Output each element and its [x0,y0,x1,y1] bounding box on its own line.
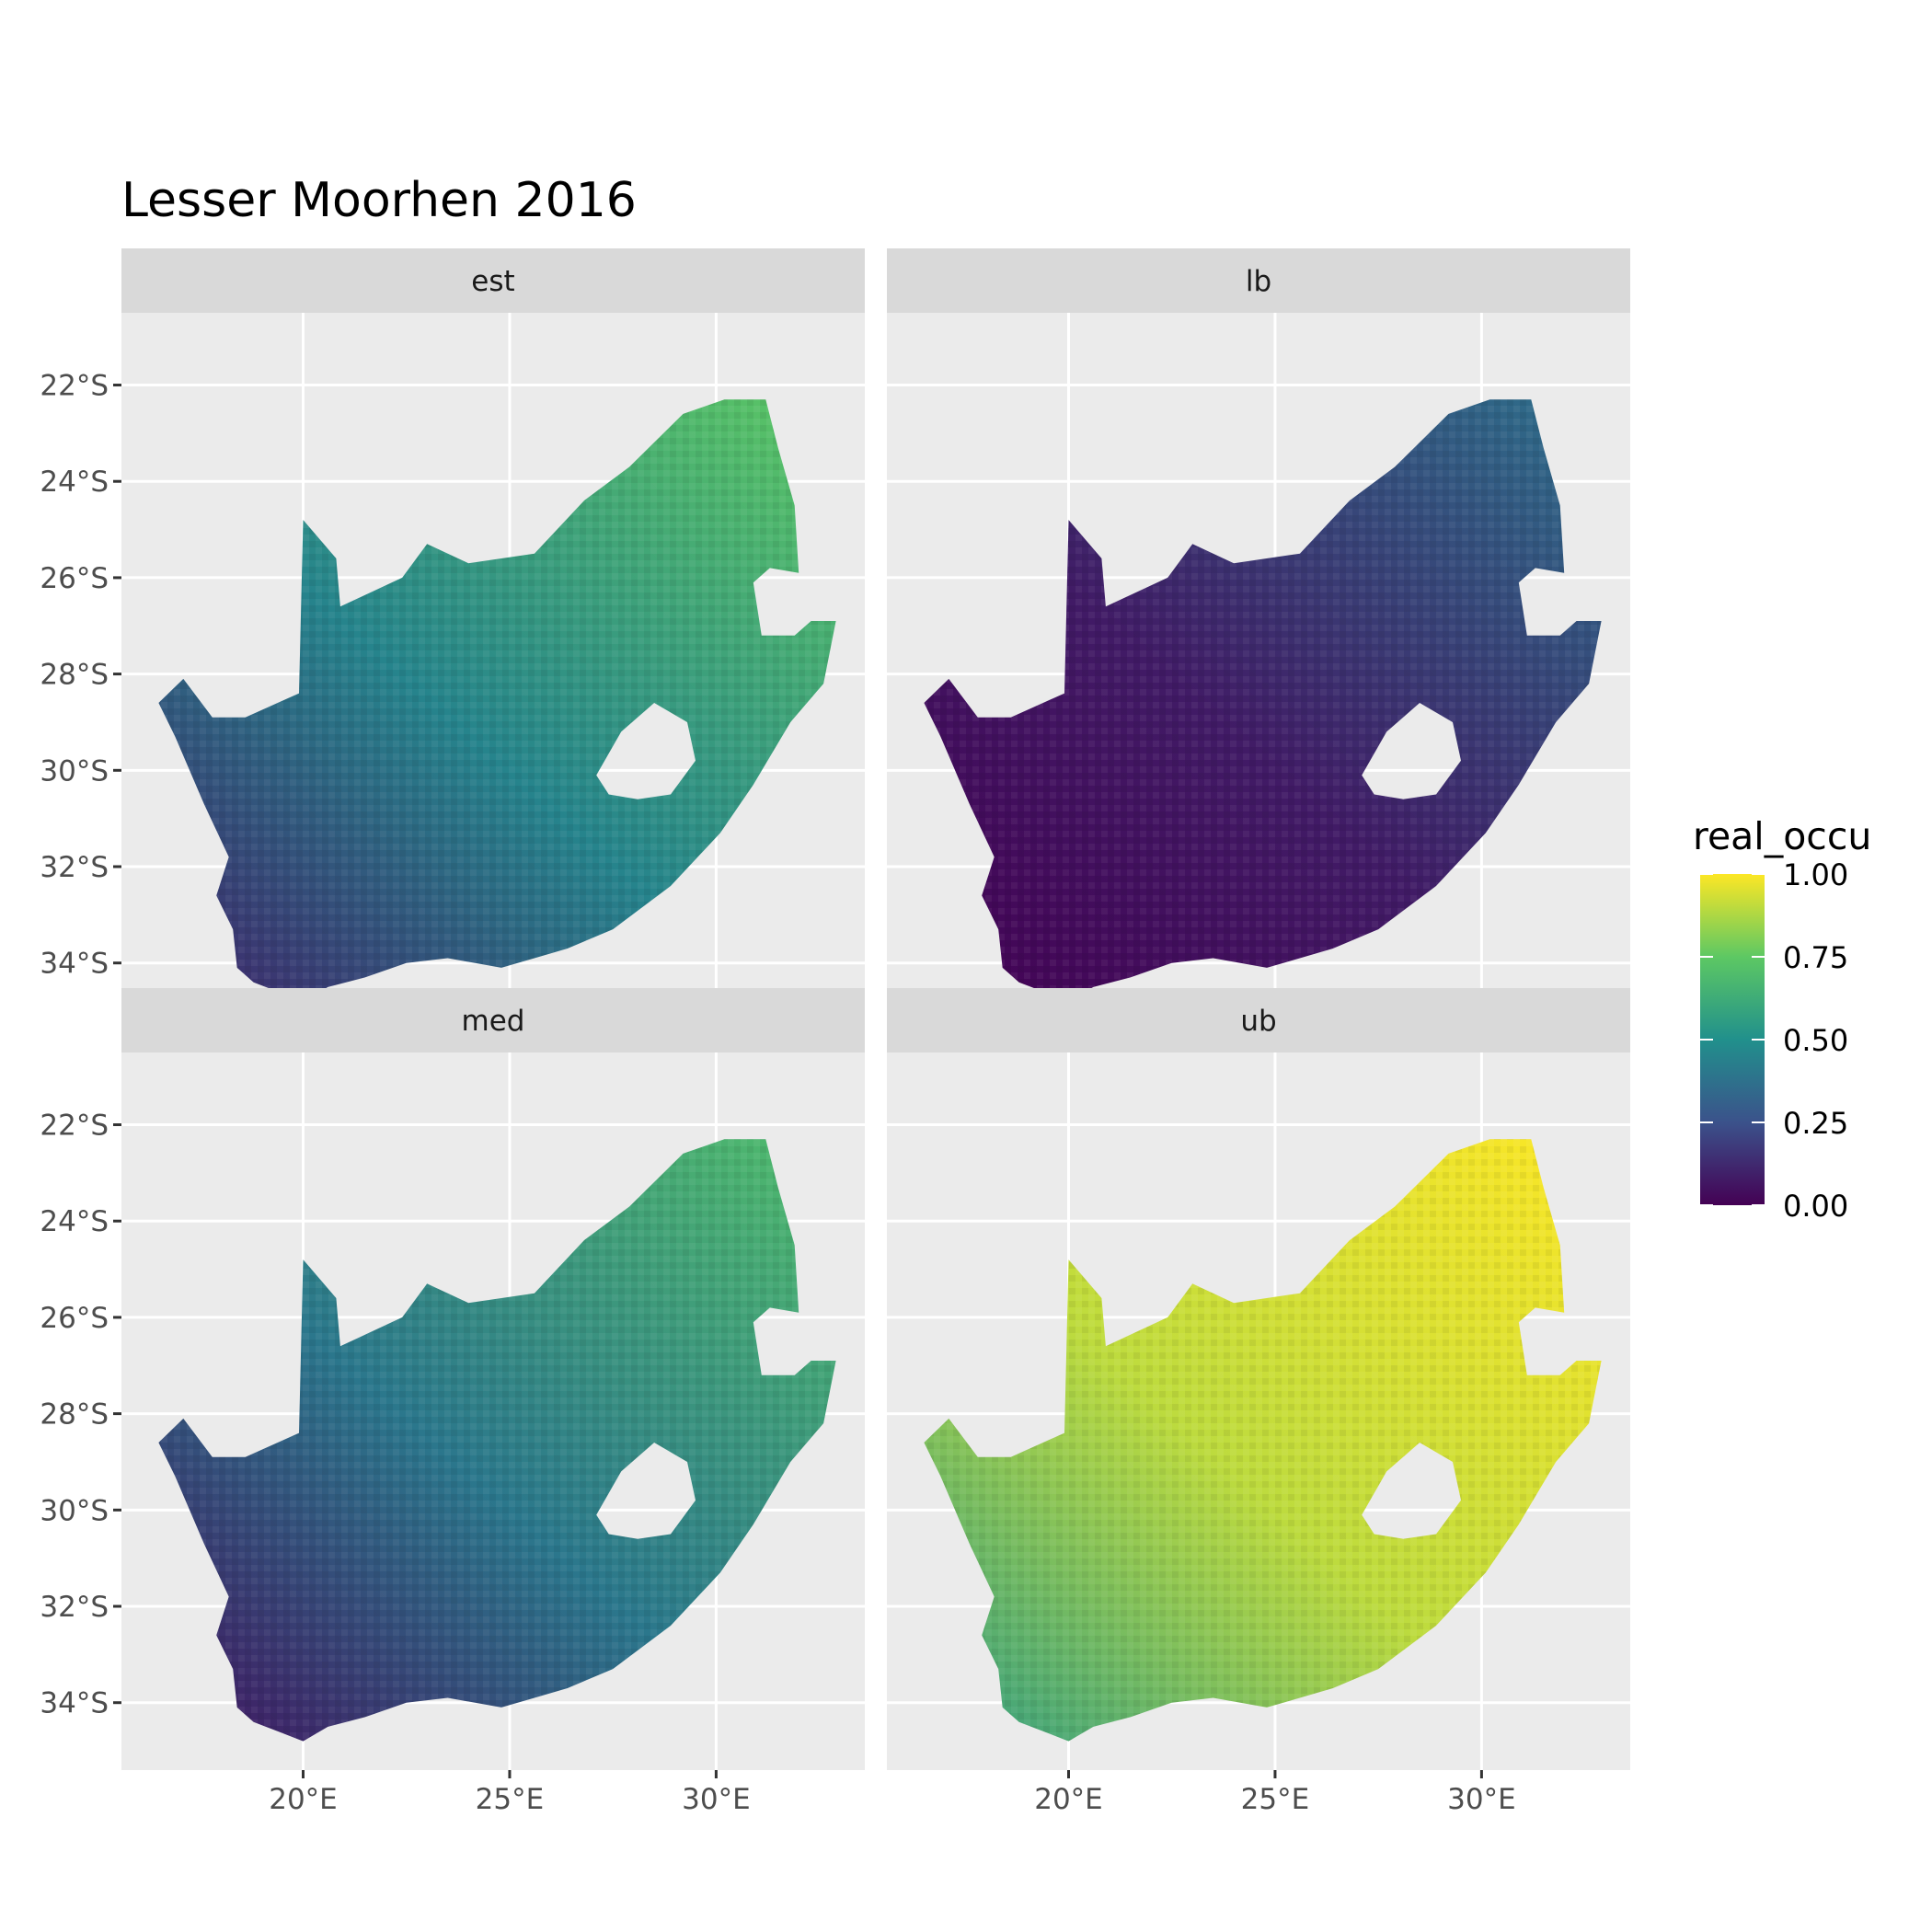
facet-strip-est [121,248,865,313]
occupancy-map-texture [924,1139,1602,1742]
y-tick-label: 32°S [40,851,109,884]
occupancy-map-texture [158,399,836,1002]
facet-panel-lb: lb [887,248,1630,1030]
y-tick-label: 34°S [40,948,109,981]
facet-strip-med [121,988,865,1052]
legend-label-1: 1.00 [1783,857,1849,892]
x-tick-label: 25°E [476,1783,545,1816]
plot-title: Lesser Moorhen 2016 [121,173,637,228]
legend-title: real_occu [1693,814,1872,858]
facet-panel-med: med 22°S 24°S 26°S 28°S 30°S 32°S 34°S 20°E 25°E 3… [40,988,865,1816]
facet-panel-ub: ub 20°E 25°E 30°E [887,988,1630,1816]
y-tick-label: 28°S [40,1398,109,1432]
y-tick-label: 30°S [40,754,109,788]
facet-strip-label-lb: lb [1246,265,1271,298]
facet-strip-ub [887,988,1630,1052]
facet-strip-label-med: med [462,1005,525,1038]
y-tick-label: 24°S [40,1205,109,1238]
x-tick-label: 25°E [1241,1783,1310,1816]
legend-label-025: 0.25 [1783,1106,1849,1141]
y-tick-label: 26°S [40,1302,109,1335]
y-tick-label: 30°S [40,1494,109,1527]
y-tick-label: 22°S [40,370,109,403]
y-tick-label: 28°S [40,659,109,692]
x-tick-label: 20°E [269,1783,338,1816]
x-tick-label: 30°E [682,1783,751,1816]
y-tick-label: 34°S [40,1687,109,1720]
y-tick-label: 32°S [40,1591,109,1624]
x-tick-label: 30°E [1447,1783,1516,1816]
facet-strip-label-est: est [471,265,514,298]
occupancy-map-texture [158,1139,836,1742]
legend-label-050: 0.50 [1783,1023,1849,1058]
y-tick-label: 22°S [40,1110,109,1143]
facet-strip-label-ub: ub [1240,1005,1276,1038]
x-tick-label: 20°E [1034,1783,1103,1816]
y-tick-label: 26°S [40,562,109,595]
occupancy-map-texture [924,399,1602,1002]
y-tick-label: 24°S [40,466,109,499]
facet-strip-lb [887,248,1630,313]
legend-label-000: 0.00 [1783,1189,1849,1224]
legend-label-075: 0.75 [1783,940,1849,975]
facet-panel-est: est 22°S 24°S 26°S 28°S 30°S 32°S 34°S [40,248,865,1030]
legend [1700,873,1765,1206]
